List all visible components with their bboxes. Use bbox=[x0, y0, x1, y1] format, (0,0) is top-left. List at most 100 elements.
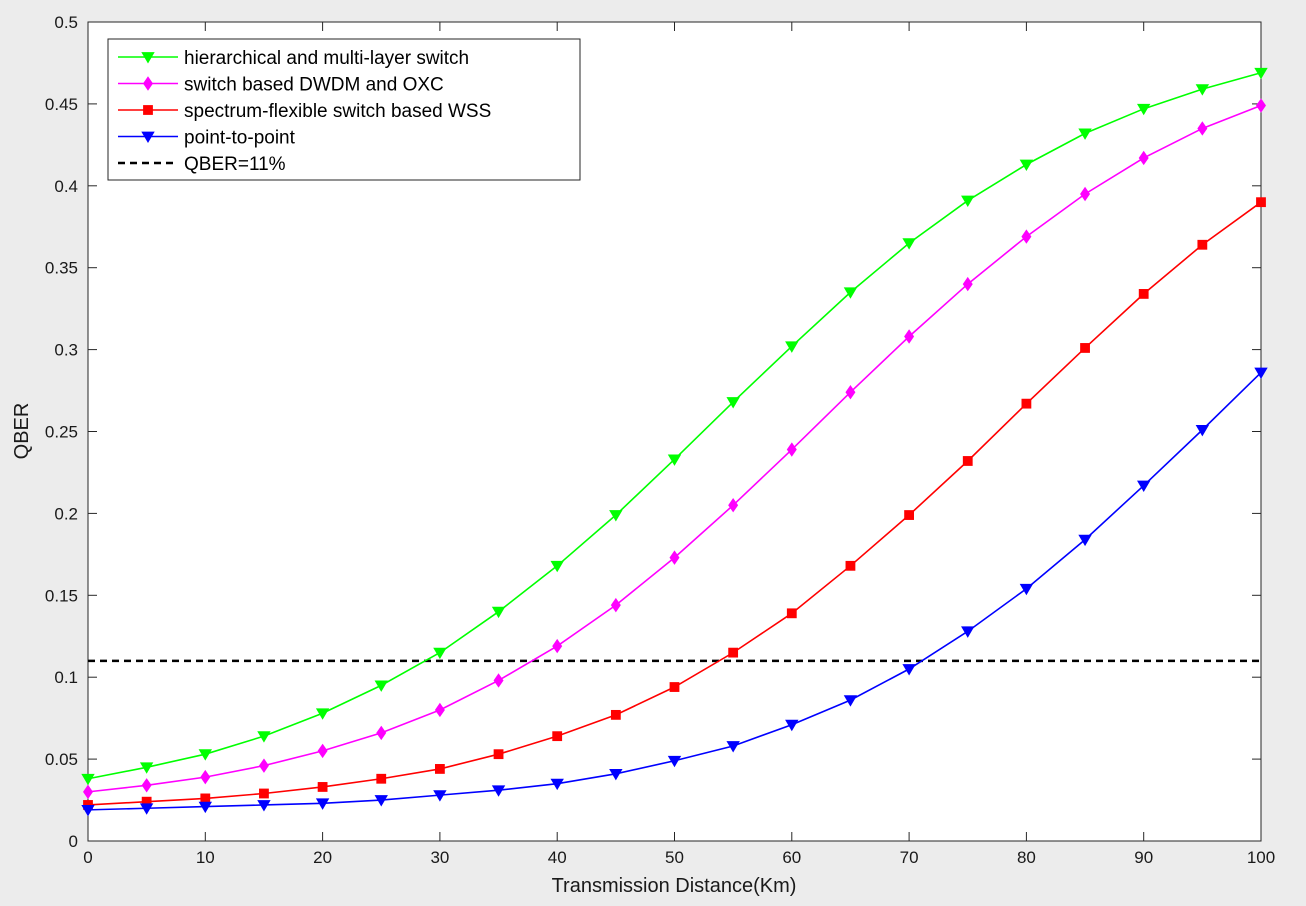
data-point bbox=[1078, 128, 1092, 140]
legend: hierarchical and multi-layer switch switc… bbox=[107, 38, 581, 181]
series-4 bbox=[81, 367, 1268, 817]
y-tick-label: 0.3 bbox=[54, 341, 78, 360]
data-point bbox=[376, 725, 387, 741]
data-point bbox=[434, 764, 445, 774]
data-point bbox=[1254, 367, 1268, 380]
data-point bbox=[257, 731, 271, 743]
data-point bbox=[902, 238, 916, 250]
data-point bbox=[962, 276, 973, 292]
data-point bbox=[669, 550, 680, 565]
data-point bbox=[728, 647, 739, 658]
data-point bbox=[667, 454, 682, 466]
data-point bbox=[1021, 398, 1032, 409]
y-tick-label: 0.1 bbox=[54, 668, 78, 687]
series-2 bbox=[83, 98, 1266, 800]
x-tick-label: 40 bbox=[548, 848, 567, 867]
data-point bbox=[785, 341, 799, 353]
data-point bbox=[258, 758, 269, 773]
data-point bbox=[433, 790, 447, 802]
data-point bbox=[726, 741, 740, 753]
data-point bbox=[552, 638, 563, 654]
data-point bbox=[433, 647, 447, 660]
x-tick-label: 70 bbox=[900, 848, 919, 867]
y-tick-label: 0.15 bbox=[45, 586, 78, 605]
data-point bbox=[667, 755, 682, 768]
series-layer bbox=[81, 67, 1268, 817]
legend-box bbox=[107, 38, 581, 181]
data-point bbox=[491, 785, 506, 797]
data-point bbox=[962, 456, 973, 466]
data-point bbox=[1256, 98, 1266, 113]
data-point bbox=[726, 397, 740, 409]
y-tick-label: 0.05 bbox=[45, 750, 78, 769]
legend-label: switch based DWDM and OXC bbox=[184, 75, 444, 96]
data-point bbox=[376, 773, 387, 784]
legend-entry: point-to-point bbox=[118, 128, 296, 149]
data-point bbox=[1197, 121, 1208, 136]
data-point bbox=[550, 778, 564, 791]
data-point bbox=[493, 749, 504, 760]
x-tick-label: 10 bbox=[196, 848, 215, 867]
data-point bbox=[1138, 150, 1149, 166]
data-point bbox=[1021, 229, 1032, 244]
data-point bbox=[1256, 197, 1266, 208]
x-tick-label: 100 bbox=[1247, 848, 1275, 867]
data-point bbox=[1019, 159, 1034, 171]
data-point bbox=[843, 695, 858, 707]
legend-label: point-to-point bbox=[184, 128, 296, 149]
y-tick-label: 0.2 bbox=[54, 504, 78, 523]
data-point bbox=[198, 801, 212, 814]
data-point bbox=[434, 702, 445, 718]
x-tick-label: 0 bbox=[83, 848, 92, 867]
data-point bbox=[139, 803, 154, 815]
legend-label: spectrum-flexible switch based WSS bbox=[184, 101, 491, 122]
y-tick-label: 0 bbox=[69, 832, 78, 851]
x-tick-label: 30 bbox=[430, 848, 449, 867]
y-tick-label: 0.45 bbox=[45, 95, 78, 114]
x-axis-ticks: 0 10 20 30 40 50 60 70 80 90 100 bbox=[83, 22, 1275, 867]
data-point bbox=[315, 798, 330, 810]
y-tick-label: 0.35 bbox=[45, 259, 78, 278]
x-tick-label: 20 bbox=[313, 848, 332, 867]
data-point bbox=[81, 773, 95, 786]
legend-entry: hierarchical and multi-layer switch bbox=[118, 48, 469, 69]
data-point bbox=[374, 795, 388, 807]
data-point bbox=[317, 782, 328, 792]
data-point bbox=[1254, 67, 1268, 80]
data-point bbox=[83, 784, 93, 800]
legend-entry: QBER=11% bbox=[118, 154, 286, 175]
data-point bbox=[1197, 239, 1208, 250]
x-tick-label: 90 bbox=[1134, 848, 1153, 867]
x-axis-label: Transmission Distance(Km) bbox=[552, 875, 797, 897]
data-point bbox=[845, 384, 856, 400]
data-point bbox=[1080, 186, 1091, 202]
data-point bbox=[374, 680, 388, 692]
data-point bbox=[785, 719, 799, 732]
data-point bbox=[1195, 424, 1210, 437]
data-point bbox=[609, 768, 623, 781]
data-point bbox=[904, 510, 914, 520]
data-point bbox=[610, 709, 621, 720]
series-1 bbox=[81, 67, 1268, 786]
data-point bbox=[961, 195, 975, 208]
data-point bbox=[904, 329, 915, 344]
y-axis-ticks: 0 0.05 0.1 0.15 0.2 0.25 0.3 0.35 0.4 0.45 0.5 bbox=[45, 13, 1261, 851]
data-point bbox=[257, 800, 271, 812]
data-point bbox=[141, 778, 152, 793]
data-point bbox=[493, 673, 504, 688]
data-point bbox=[1019, 583, 1034, 596]
legend-marker bbox=[141, 131, 155, 143]
data-point bbox=[843, 287, 858, 299]
data-point bbox=[317, 743, 328, 759]
legend-marker bbox=[141, 52, 155, 64]
y-tick-label: 0.5 bbox=[54, 13, 78, 32]
series-3 bbox=[83, 197, 1266, 810]
data-point bbox=[1080, 343, 1090, 353]
legend-marker bbox=[143, 76, 153, 91]
data-point bbox=[552, 731, 563, 742]
legend-entry: spectrum-flexible switch based WSS bbox=[118, 101, 491, 122]
data-point bbox=[1078, 534, 1092, 547]
x-tick-label: 60 bbox=[782, 848, 801, 867]
legend-marker bbox=[143, 105, 153, 115]
